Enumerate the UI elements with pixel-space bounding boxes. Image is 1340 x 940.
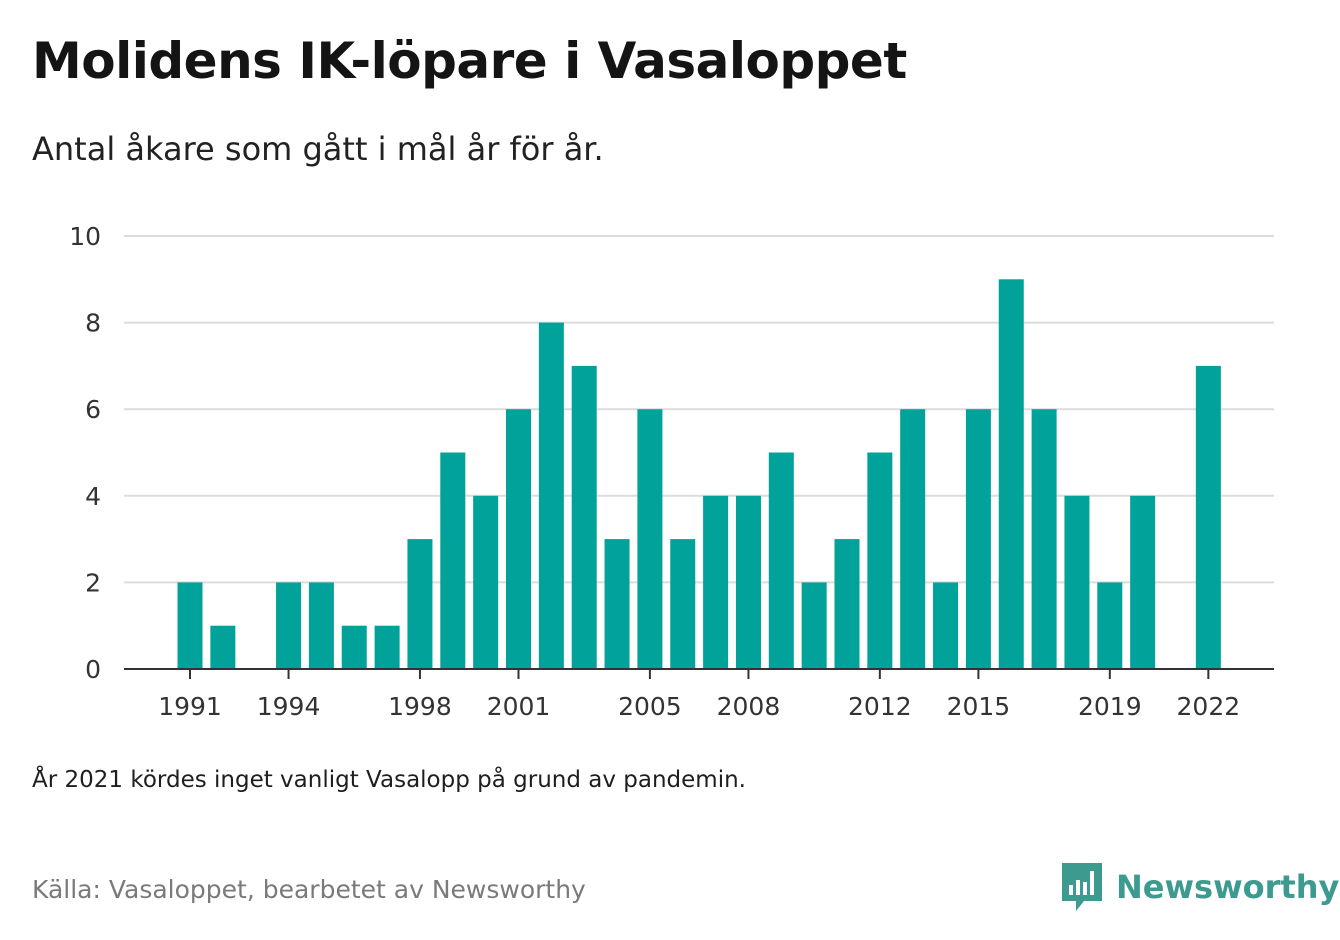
y-tick-label: 6 bbox=[85, 395, 101, 424]
bar-1998[interactable] bbox=[407, 539, 433, 669]
x-tick-label: 2015 bbox=[947, 692, 1011, 721]
bar-2015[interactable] bbox=[965, 409, 991, 669]
bar-2000[interactable] bbox=[473, 495, 499, 669]
x-tick-label: 1991 bbox=[158, 692, 222, 721]
bar-2013[interactable] bbox=[900, 409, 926, 669]
bar-2002[interactable] bbox=[538, 322, 564, 669]
x-tick-label: 2019 bbox=[1078, 692, 1142, 721]
bar-2005[interactable] bbox=[637, 409, 663, 669]
bar-2001[interactable] bbox=[506, 409, 531, 669]
brand-name: Newsworthy bbox=[1116, 868, 1340, 906]
bar-1994[interactable] bbox=[276, 582, 302, 669]
chart-note: År 2021 kördes inget vanligt Vasalopp på… bbox=[32, 767, 746, 793]
axes: 0 2 4 6 8 10 1991 1994 1998 2001 2005 2008 2012 2015 2… bbox=[69, 222, 1274, 721]
bar-2018[interactable] bbox=[1064, 495, 1090, 669]
x-tick-label: 1994 bbox=[257, 692, 321, 721]
y-tick-label: 0 bbox=[85, 655, 101, 684]
bar-2003[interactable] bbox=[571, 365, 597, 669]
y-tick-label: 2 bbox=[85, 568, 101, 597]
y-tick-label: 10 bbox=[69, 222, 101, 251]
bars bbox=[177, 279, 1221, 670]
bar-2017[interactable] bbox=[1031, 409, 1057, 669]
bar-1992[interactable] bbox=[210, 625, 236, 669]
bar-1996[interactable] bbox=[341, 625, 367, 669]
newsworthy-logo-icon bbox=[1062, 863, 1102, 911]
bar-2009[interactable] bbox=[768, 452, 794, 670]
chart-title: Molidens IK-löpare i Vasaloppet bbox=[32, 32, 907, 90]
bar-2020[interactable] bbox=[1130, 495, 1156, 669]
source-credit: Källa: Vasaloppet, bearbetet av Newswort… bbox=[32, 875, 586, 904]
x-tick-label: 2005 bbox=[618, 692, 682, 721]
bar-1995[interactable] bbox=[308, 582, 334, 669]
y-tick-label: 8 bbox=[85, 309, 101, 338]
bar-chart: 0 2 4 6 8 10 1991 1994 1998 2001 2005 2008 2012 2015 2… bbox=[69, 222, 1274, 721]
x-tick-label: 2001 bbox=[487, 692, 551, 721]
bar-2007[interactable] bbox=[703, 495, 729, 669]
gridlines bbox=[124, 235, 1274, 584]
bar-2016[interactable] bbox=[998, 279, 1024, 669]
x-tick-label: 2022 bbox=[1177, 692, 1241, 721]
x-tick-label: 2012 bbox=[848, 692, 912, 721]
bar-2012[interactable] bbox=[867, 452, 893, 670]
bar-2022[interactable] bbox=[1195, 365, 1221, 669]
bar-2011[interactable] bbox=[834, 539, 860, 669]
y-tick-label: 4 bbox=[85, 482, 101, 511]
bar-2006[interactable] bbox=[670, 539, 696, 669]
bar-1991[interactable] bbox=[177, 582, 203, 669]
bar-2010[interactable] bbox=[801, 582, 827, 669]
bar-2014[interactable] bbox=[933, 582, 959, 669]
bar-1999[interactable] bbox=[440, 452, 466, 670]
bar-2004[interactable] bbox=[604, 539, 630, 669]
x-tick-label: 1998 bbox=[388, 692, 452, 721]
x-tick-label: 2008 bbox=[717, 692, 781, 721]
chart-subtitle: Antal åkare som gått i mål år för år. bbox=[32, 130, 604, 168]
bar-2008[interactable] bbox=[735, 495, 761, 669]
bar-2019[interactable] bbox=[1097, 582, 1123, 669]
bar-1997[interactable] bbox=[374, 625, 400, 669]
newsworthy-brand[interactable]: Newsworthy bbox=[1062, 862, 1339, 912]
